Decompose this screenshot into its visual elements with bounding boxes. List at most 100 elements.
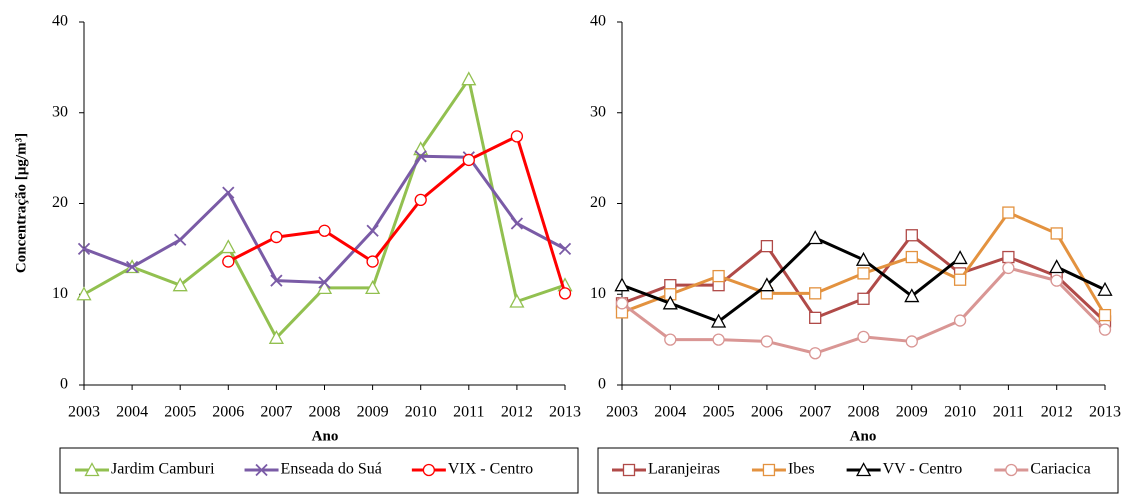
series-line (621, 236, 1106, 323)
x-tick-label: 2004 (654, 404, 686, 421)
marker (614, 277, 630, 292)
x-tick-label: 2010 (405, 404, 437, 421)
marker (905, 229, 918, 242)
marker (857, 267, 870, 280)
marker (172, 277, 188, 292)
y-tick-label: 40 (52, 13, 68, 30)
legend-label: Laranjeiras (648, 461, 720, 478)
marker (1049, 259, 1065, 274)
marker (316, 280, 333, 295)
marker (1002, 206, 1015, 219)
marker (807, 230, 823, 245)
marker (174, 233, 187, 246)
x-tick-label: 2004 (116, 404, 148, 421)
x-axis-label: Ano (850, 428, 877, 444)
marker (712, 333, 725, 346)
x-tick-label: 2005 (703, 404, 735, 421)
marker (76, 286, 92, 301)
x-tick-label: 2007 (260, 404, 292, 421)
marker (1005, 463, 1018, 477)
marker (952, 250, 968, 265)
marker (414, 150, 427, 163)
y-axis-label: Concentração [µg/m³] (13, 133, 29, 273)
legend-label: VV - Centro (883, 461, 963, 478)
y-tick-label: 10 (52, 285, 68, 302)
marker (414, 193, 427, 207)
marker (509, 293, 525, 308)
marker (953, 314, 967, 327)
series-line (83, 77, 566, 340)
marker (558, 287, 572, 300)
x-axis-label: Ano (312, 428, 339, 444)
marker (760, 335, 774, 348)
y-tick-label: 40 (590, 13, 606, 30)
marker (759, 277, 775, 292)
marker (366, 255, 379, 268)
y-tick-label: 0 (60, 376, 68, 393)
marker (222, 255, 235, 268)
y-tick-label: 30 (590, 103, 606, 120)
marker (953, 273, 967, 286)
series-line (83, 154, 566, 284)
marker (905, 335, 918, 348)
series-line (227, 134, 567, 294)
x-tick-label: 2009 (357, 404, 389, 421)
legend-label: Cariacica (1030, 461, 1090, 478)
legend-label: Jardim Camburi (111, 461, 215, 478)
x-tick-label: 2012 (501, 404, 533, 421)
x-tick-label: 2008 (848, 404, 880, 421)
legend-label: VIX - Centro (448, 461, 533, 478)
legend-label: Ibes (788, 461, 815, 478)
marker (762, 463, 776, 477)
marker (220, 239, 236, 254)
marker (1098, 308, 1112, 322)
marker (809, 347, 822, 360)
marker (664, 333, 677, 346)
marker (1002, 261, 1015, 275)
marker (712, 269, 725, 283)
y-tick-label: 0 (598, 376, 606, 393)
marker (366, 224, 379, 237)
x-tick-label: 2013 (1089, 404, 1121, 421)
marker (270, 274, 283, 287)
marker (558, 242, 572, 256)
x-tick-label: 2008 (309, 404, 341, 421)
marker (760, 240, 774, 253)
x-tick-label: 2007 (799, 404, 831, 421)
marker (318, 224, 331, 237)
marker (622, 463, 636, 477)
x-tick-label: 2010 (944, 404, 976, 421)
marker (905, 250, 918, 264)
marker (422, 463, 436, 477)
marker (84, 462, 100, 477)
marker (77, 242, 91, 256)
y-tick-label: 20 (52, 194, 68, 211)
marker (413, 141, 429, 156)
marker (1097, 281, 1113, 296)
legend-box (59, 447, 579, 494)
marker (510, 217, 524, 230)
marker (809, 287, 822, 300)
marker (255, 463, 268, 477)
marker (318, 276, 331, 289)
marker (711, 313, 727, 328)
marker (510, 130, 524, 143)
x-tick-label: 2003 (68, 404, 100, 421)
marker (855, 251, 872, 266)
marker (125, 260, 139, 274)
marker (461, 71, 477, 86)
marker (856, 462, 872, 477)
marker (615, 297, 629, 310)
marker (904, 288, 920, 303)
x-tick-label: 2005 (164, 404, 196, 421)
marker (268, 329, 284, 344)
marker (462, 153, 475, 167)
marker (809, 311, 822, 324)
marker (857, 330, 870, 344)
marker (270, 230, 283, 244)
marker (222, 186, 235, 199)
marker (662, 295, 678, 310)
marker (1050, 227, 1063, 240)
y-tick-label: 30 (52, 103, 68, 120)
